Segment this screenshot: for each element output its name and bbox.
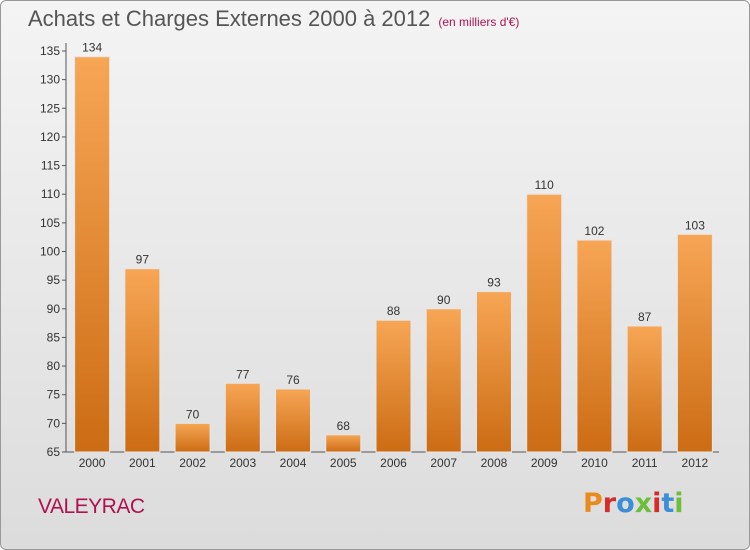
bar <box>124 268 161 453</box>
bar <box>74 56 111 453</box>
y-tick-label: 130 <box>40 73 60 87</box>
y-tick-label: 100 <box>40 245 60 259</box>
y-tick-labels: 65 70 75 80 85 90 95 100 105 110 115 120 125 130 135 <box>40 44 60 459</box>
brand-letter: P <box>583 488 603 519</box>
y-tick-label: 65 <box>47 445 61 459</box>
x-tick-label: 2009 <box>531 456 558 470</box>
y-tick-label: 115 <box>41 159 60 173</box>
x-tick-label: 2008 <box>481 456 508 470</box>
bar <box>676 233 713 453</box>
x-tick-label: 2001 <box>129 456 156 470</box>
x-tick-label: 2012 <box>682 456 709 470</box>
data-label: 76 <box>286 373 300 387</box>
brand-letter: r <box>602 488 617 519</box>
chart-subtitle: (en milliers d'€) <box>438 15 520 29</box>
bar <box>526 193 563 453</box>
bar <box>475 291 512 453</box>
bar <box>224 382 261 453</box>
y-tick-label: 85 <box>47 330 61 344</box>
bars <box>74 56 713 453</box>
bar <box>425 308 462 453</box>
x-tick-label: 2007 <box>430 456 457 470</box>
data-label: 88 <box>387 304 401 318</box>
brand-letter: x <box>634 488 653 519</box>
data-label: 97 <box>136 253 150 267</box>
data-label: 90 <box>437 293 451 307</box>
y-tick-label: 110 <box>41 187 60 201</box>
data-label: 93 <box>487 276 501 290</box>
y-tick-label: 105 <box>40 216 60 230</box>
data-label: 102 <box>584 224 604 238</box>
bar <box>626 325 663 453</box>
data-label: 134 <box>82 41 102 55</box>
title-block: Achats et Charges Externes 2000 à 2012 (e… <box>28 6 519 32</box>
x-tick-label: 2010 <box>581 456 608 470</box>
x-tick-labels: 2000 2001 2002 2003 2004 2005 2006 2007 2008 2009… <box>79 456 709 470</box>
data-label: 103 <box>685 218 705 232</box>
y-tick-label: 135 <box>40 44 60 58</box>
data-label: 70 <box>186 407 200 421</box>
y-tick-label: 80 <box>47 359 61 373</box>
data-label: 68 <box>337 419 351 433</box>
brand-letter: o <box>616 488 635 519</box>
data-label: 77 <box>236 367 250 381</box>
y-tick-label: 120 <box>40 130 60 144</box>
bar <box>375 319 412 453</box>
y-tick-label: 90 <box>47 302 61 316</box>
brand-letter: i <box>674 488 684 519</box>
y-tick-label: 95 <box>47 273 61 287</box>
commune-name: VALEYRAC <box>38 495 145 518</box>
data-label: 87 <box>638 310 652 324</box>
bar <box>275 388 312 453</box>
brand-logo: Proxiti <box>583 488 684 519</box>
x-tick-label: 2000 <box>79 456 106 470</box>
y-tick-label: 75 <box>47 388 61 402</box>
chart-title: Achats et Charges Externes 2000 à 2012 <box>28 6 431 31</box>
bar <box>174 422 211 453</box>
data-labels: 134 97 70 77 76 68 88 90 93 110 102 87 103 <box>82 41 705 433</box>
bar <box>576 239 613 453</box>
x-tick-label: 2005 <box>330 456 357 470</box>
x-tick-label: 2002 <box>179 456 206 470</box>
data-label: 110 <box>535 178 554 192</box>
y-tick-label: 70 <box>47 416 61 430</box>
x-tick-label: 2004 <box>280 456 307 470</box>
brand-letter: t <box>661 488 675 519</box>
brand-letter: i <box>652 488 662 519</box>
x-tick-label: 2011 <box>632 456 658 470</box>
x-tick-label: 2006 <box>380 456 407 470</box>
bar <box>325 434 362 453</box>
y-tick-label: 125 <box>40 101 60 115</box>
x-tick-label: 2003 <box>229 456 256 470</box>
